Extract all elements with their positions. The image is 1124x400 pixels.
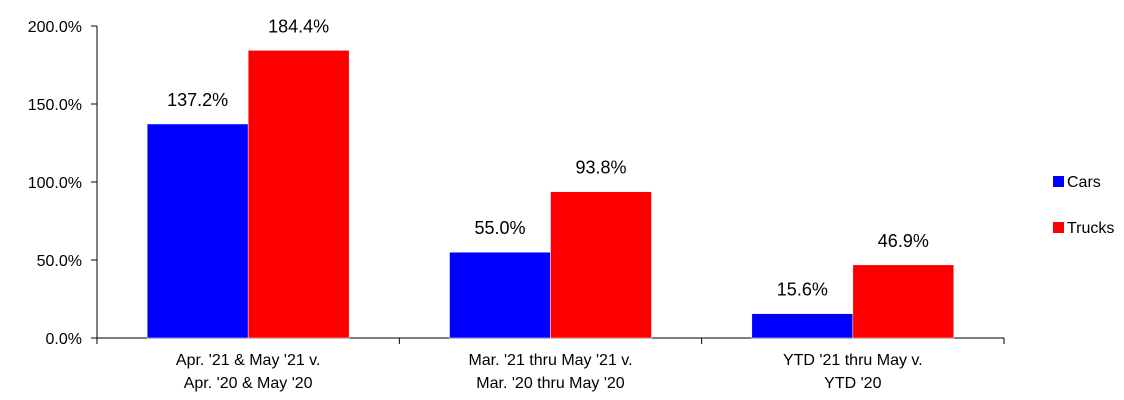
data-label-trucks: 184.4% [268,16,329,36]
y-tick-label: 150.0% [28,97,82,114]
legend: Cars Trucks [1053,174,1114,237]
x-category-label: YTD '20 [824,375,881,392]
legend-swatch-trucks [1053,222,1064,233]
bar-trucks [247,50,350,339]
x-category-label: Mar. '21 thru May '21 v. [468,352,632,369]
data-label-cars: 55.0% [474,218,525,238]
x-category-label: Apr. '21 & May '21 v. [176,352,321,369]
x-category-label: Apr. '20 & May '20 [184,375,313,392]
bar-cars [146,123,249,339]
y-tick-label: 200.0% [28,19,82,36]
data-label-trucks: 46.9% [878,231,929,251]
data-labels: 137.2% 184.4% 55.0% 93.8% 15.6% 46.9% [167,16,929,299]
legend-swatch-cars [1053,176,1064,187]
x-category-label: YTD '21 thru May v. [783,352,923,369]
bar-trucks [550,191,652,339]
bar-cars [449,251,551,339]
data-label-cars: 15.6% [777,280,828,300]
x-axis: Apr. '21 & May '21 v. Apr. '20 & May '20 M… [96,337,1005,392]
y-axis: 0.0% 50.0% 100.0% 150.0% 200.0% [28,19,98,348]
data-label-trucks: 93.8% [575,158,626,178]
y-tick-label: 100.0% [28,175,82,192]
x-category-label: Mar. '20 thru May '20 [476,375,625,392]
bar-trucks [852,264,955,339]
bars [146,50,955,339]
y-tick-label: 50.0% [37,253,82,270]
bar-cars [751,313,854,339]
data-label-cars: 137.2% [167,90,228,110]
legend-label-trucks: Trucks [1067,220,1114,237]
y-tick-label: 0.0% [46,331,82,348]
legend-label-cars: Cars [1067,174,1101,191]
